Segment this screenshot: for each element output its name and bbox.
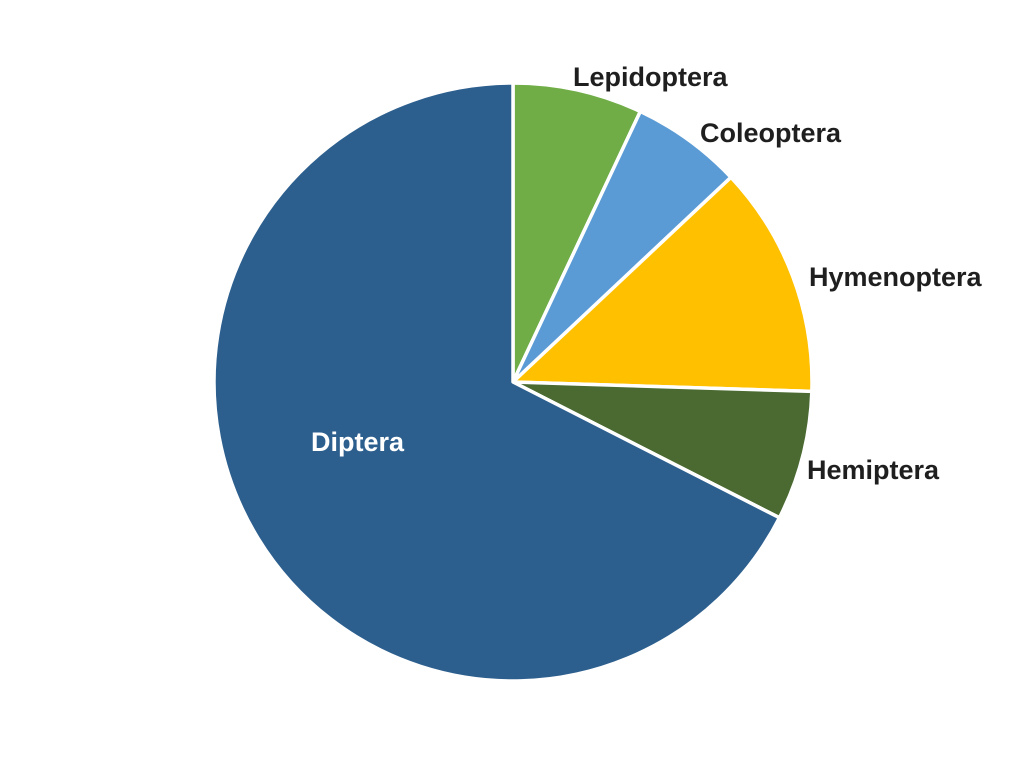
slice-label-hymenoptera: Hymenoptera [809,262,982,292]
slice-label-diptera: Diptera [311,427,405,457]
pie-slice-hemiptera [511,380,814,520]
slice-label-lepidoptera: Lepidoptera [573,62,728,92]
pie-slice-diptera [212,81,782,683]
pie-slice-lepidoptera [511,81,643,384]
slice-label-hemiptera: Hemiptera [807,455,940,485]
pie-slice-hymenoptera [511,175,814,394]
slice-label-coleoptera: Coleoptera [700,118,842,148]
